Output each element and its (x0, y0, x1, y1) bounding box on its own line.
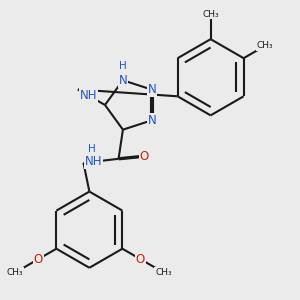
Text: O: O (34, 253, 43, 266)
Text: H: H (88, 143, 96, 154)
Text: CH₃: CH₃ (257, 41, 274, 50)
Text: NH: NH (80, 89, 97, 102)
Text: H: H (119, 61, 127, 71)
Text: CH₃: CH₃ (155, 268, 172, 277)
Text: O: O (140, 150, 149, 163)
Text: NH: NH (85, 155, 103, 168)
Text: N: N (148, 114, 156, 127)
Text: CH₃: CH₃ (7, 268, 24, 277)
Text: N: N (148, 83, 156, 96)
Text: O: O (136, 253, 145, 266)
Text: CH₃: CH₃ (202, 10, 219, 19)
Text: N: N (118, 74, 127, 87)
